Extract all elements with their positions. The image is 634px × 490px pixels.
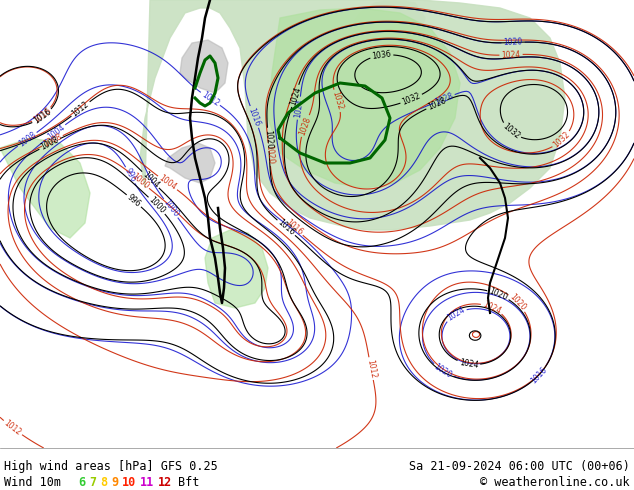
Text: 996: 996 xyxy=(126,193,143,209)
Text: 1016: 1016 xyxy=(32,107,53,126)
Text: 1016: 1016 xyxy=(276,218,297,238)
Text: 1008: 1008 xyxy=(39,135,60,152)
Polygon shape xyxy=(140,0,565,230)
Text: High wind areas [hPa] GFS 0.25: High wind areas [hPa] GFS 0.25 xyxy=(4,460,217,473)
Text: 1032: 1032 xyxy=(330,90,344,111)
Text: 1032: 1032 xyxy=(401,92,422,107)
Text: 1020: 1020 xyxy=(432,362,454,380)
Text: 1004: 1004 xyxy=(157,173,178,192)
Text: 1020: 1020 xyxy=(264,145,275,164)
Text: 1024: 1024 xyxy=(501,50,521,60)
Text: 11: 11 xyxy=(140,476,154,489)
Text: 1004: 1004 xyxy=(140,170,160,190)
Text: 1020: 1020 xyxy=(263,129,273,149)
Text: 1028: 1028 xyxy=(297,115,313,136)
Text: 1020: 1020 xyxy=(503,38,523,48)
Text: 1024: 1024 xyxy=(288,85,302,106)
Text: 1024: 1024 xyxy=(445,305,467,323)
Text: 1024: 1024 xyxy=(481,299,503,316)
Text: 1012: 1012 xyxy=(200,90,221,108)
Text: 10: 10 xyxy=(122,476,136,489)
Text: 1012: 1012 xyxy=(70,99,91,119)
Text: 1032: 1032 xyxy=(552,130,572,150)
Text: 1020: 1020 xyxy=(488,287,509,302)
Text: 1016: 1016 xyxy=(529,365,548,385)
Polygon shape xyxy=(165,143,215,183)
Text: 8: 8 xyxy=(100,476,107,489)
Text: Wind 10m: Wind 10m xyxy=(4,476,61,489)
Text: 1004: 1004 xyxy=(46,122,67,141)
Polygon shape xyxy=(268,8,460,188)
Text: 1024: 1024 xyxy=(458,358,479,370)
Text: 1000: 1000 xyxy=(147,196,167,216)
Text: 1008: 1008 xyxy=(16,130,37,148)
Text: 1016: 1016 xyxy=(32,106,53,125)
Polygon shape xyxy=(180,40,228,93)
Text: 12: 12 xyxy=(158,476,172,489)
Text: 1000: 1000 xyxy=(161,198,180,219)
Polygon shape xyxy=(205,230,268,308)
Text: Bft: Bft xyxy=(178,476,199,489)
Text: 1036: 1036 xyxy=(372,49,392,61)
Text: 7: 7 xyxy=(89,476,96,489)
Text: 1000: 1000 xyxy=(129,172,150,191)
Polygon shape xyxy=(0,138,90,238)
Text: 1032: 1032 xyxy=(501,122,521,141)
Text: 1028: 1028 xyxy=(426,96,448,112)
Text: 1016: 1016 xyxy=(247,106,262,127)
Text: Sa 21-09-2024 06:00 UTC (00+06): Sa 21-09-2024 06:00 UTC (00+06) xyxy=(409,460,630,473)
Text: 1016: 1016 xyxy=(283,218,304,238)
Text: 1012: 1012 xyxy=(3,418,23,437)
Polygon shape xyxy=(355,0,425,40)
Text: 9: 9 xyxy=(111,476,118,489)
Text: 6: 6 xyxy=(78,476,85,489)
Text: 1028: 1028 xyxy=(434,91,455,107)
Text: 1020: 1020 xyxy=(507,293,527,313)
Text: 996: 996 xyxy=(122,167,138,184)
Text: 1008: 1008 xyxy=(42,132,63,149)
Text: 1024: 1024 xyxy=(294,98,305,118)
Text: © weatheronline.co.uk: © weatheronline.co.uk xyxy=(481,476,630,489)
Text: 1012: 1012 xyxy=(365,358,377,379)
